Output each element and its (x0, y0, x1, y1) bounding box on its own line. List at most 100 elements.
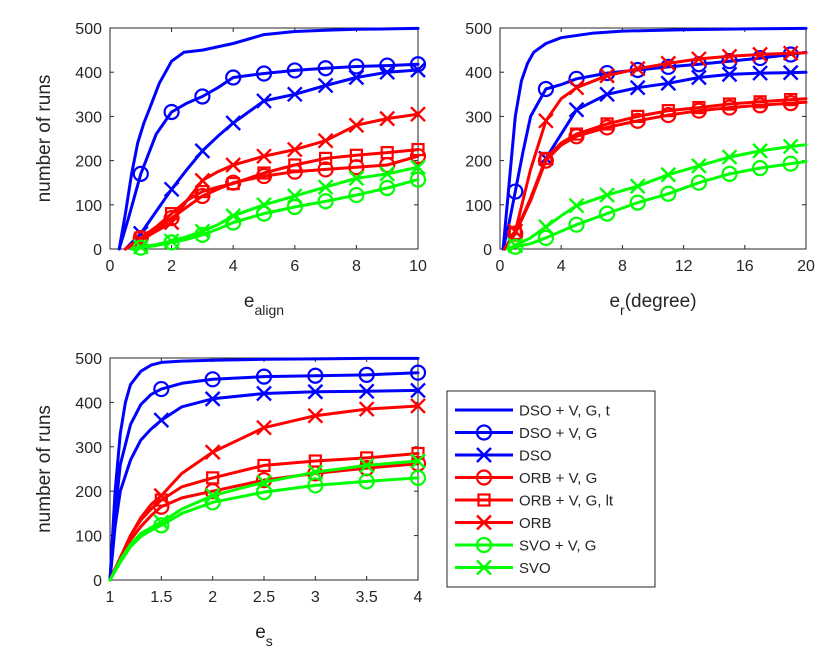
data-point-orb (410, 106, 426, 123)
series-orb (503, 45, 808, 251)
y-tick-label: 400 (75, 395, 102, 412)
data-point-svo (132, 238, 149, 255)
data-point-svo (163, 233, 180, 249)
data-point-svo (204, 487, 221, 504)
data-point-dso-v-g (255, 368, 273, 385)
data-point-svo (410, 453, 426, 469)
data-point-svo-v-g (307, 477, 324, 494)
series-svo (108, 453, 426, 582)
y-axis-label: number of runs (34, 405, 55, 533)
data-point-orb-v-g (721, 99, 738, 116)
data-point-svo-v-g (629, 194, 646, 211)
data-point-orb-v-g-lt (600, 117, 614, 131)
data-point-svo (286, 188, 303, 204)
data-point-orb-v-g-lt (257, 166, 271, 180)
x-tick-label: 0 (496, 258, 505, 275)
series-orb (108, 398, 426, 582)
data-point-svo-v-g (568, 216, 585, 233)
series-line-orb (123, 112, 420, 251)
data-point-dso (204, 390, 221, 407)
legend-label: SVO + V, G (519, 538, 596, 555)
series-line-svo (506, 143, 808, 251)
legend-label: DSO + V, G, t (519, 403, 611, 420)
x-axis-label: es (255, 622, 273, 649)
legend-label: SVO (519, 560, 551, 577)
x-tick-label: 2.5 (253, 589, 275, 606)
series-line-svo (130, 165, 420, 251)
data-point-svo (348, 170, 365, 187)
legend-label: ORB + V, G, lt (519, 493, 614, 510)
data-point-svo (507, 237, 524, 254)
data-point-orb (568, 79, 585, 96)
y-tick-label: 300 (75, 109, 102, 126)
series-line-svo-v-g (506, 160, 808, 251)
x-tick-label: 4 (557, 258, 566, 275)
series-dso-v-g-t (501, 26, 808, 251)
series-line-dso-v-g-t (108, 356, 420, 582)
series-orb (123, 106, 426, 251)
data-point-orb-v-g-lt (226, 176, 240, 191)
x-tick-label: 6 (290, 258, 299, 275)
data-point-dso-v-g (507, 183, 524, 200)
data-point-svo (721, 149, 738, 165)
data-point-dso (629, 79, 646, 96)
data-point-svo (410, 159, 426, 176)
data-point-dso (256, 93, 272, 109)
x-tick-label: 0 (106, 258, 115, 275)
x-tick-label: 20 (797, 258, 815, 275)
data-point-svo-v-g (286, 198, 303, 216)
data-point-orb-v-g (132, 229, 149, 247)
data-point-svo (358, 457, 375, 474)
series-svo (506, 138, 808, 254)
data-point-svo (538, 219, 554, 235)
data-point-orb (204, 444, 221, 460)
data-point-dso (752, 65, 768, 81)
series-dso-v-g-t (108, 356, 420, 582)
y-tick-label: 400 (75, 65, 102, 82)
data-point-dso (568, 101, 585, 118)
data-point-dso-v-g (358, 366, 375, 383)
data-point-dso-v-g (132, 165, 149, 182)
data-point-orb (691, 51, 707, 67)
x-tick-label: 2 (167, 258, 176, 275)
legend-marker-circle (475, 424, 493, 441)
data-point-svo-v-g (409, 171, 427, 188)
data-point-dso-v-g (721, 53, 738, 70)
data-point-orb-v-g-lt (692, 100, 706, 115)
series-dso (108, 382, 426, 582)
data-point-orb (348, 117, 365, 134)
y-tick-label: 300 (75, 440, 102, 457)
y-tick-label: 100 (75, 529, 102, 546)
x-tick-label: 3 (311, 589, 320, 606)
plot-area (499, 27, 807, 250)
legend-label: DSO (519, 448, 552, 465)
y-tick-label: 300 (465, 109, 492, 126)
data-point-dso (691, 69, 707, 86)
data-point-svo-v-g (782, 155, 799, 172)
data-point-orb-v-g-lt (195, 184, 209, 199)
data-point-dso-v-g (153, 380, 170, 398)
series-line-orb-v-g (108, 462, 420, 582)
data-point-svo (568, 197, 585, 214)
legend-marker-x (476, 447, 492, 463)
legend-box (446, 390, 656, 588)
series-orb-v-g (503, 95, 808, 251)
y-tick-label: 0 (93, 242, 102, 259)
x-tick-label: 1.5 (150, 589, 172, 606)
data-point-dso (317, 77, 334, 94)
data-point-orb-v-g-lt (360, 451, 374, 465)
x-tick-label: 3.5 (356, 589, 378, 606)
y-tick-label: 100 (75, 198, 102, 215)
data-point-orb (660, 55, 677, 72)
y-tick-label: 500 (75, 21, 102, 38)
data-point-svo-v-g (507, 238, 524, 255)
data-point-orb (752, 46, 768, 63)
data-point-svo (691, 158, 707, 174)
data-point-dso (153, 412, 170, 429)
data-point-dso-v-g (568, 70, 585, 87)
data-point-dso (410, 62, 426, 78)
series-dso-v-g (108, 364, 427, 582)
series-dso-v-g-t (117, 26, 420, 251)
data-point-dso (307, 383, 324, 400)
data-point-dso (225, 115, 242, 131)
